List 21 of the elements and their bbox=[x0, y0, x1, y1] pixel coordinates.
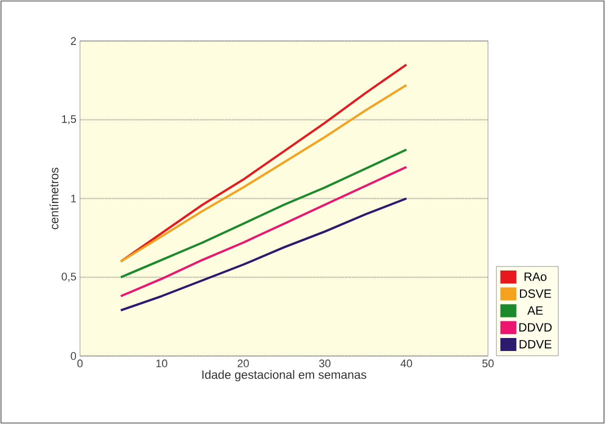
y-axis-title: centímetros bbox=[49, 168, 58, 230]
legend-label: RAo bbox=[524, 272, 546, 281]
y-tick-label: 0 bbox=[70, 352, 76, 360]
legend-label: AE bbox=[527, 306, 543, 315]
legend-label: DSVE bbox=[520, 289, 552, 298]
x-tick-label: 30 bbox=[319, 360, 330, 368]
y-tick-label: 1,5 bbox=[62, 115, 76, 124]
y-tick-label: 0,5 bbox=[62, 272, 76, 282]
x-tick-label: 50 bbox=[482, 360, 494, 368]
line-series bbox=[120, 197, 408, 312]
line-series bbox=[120, 166, 408, 298]
y-tick-label: 2 bbox=[70, 37, 76, 45]
legend-label: DDVD bbox=[519, 323, 552, 332]
x-tick-label: 0 bbox=[77, 360, 83, 368]
x-tick-label: 40 bbox=[400, 360, 412, 368]
x-tick-label: 20 bbox=[238, 360, 249, 368]
x-axis-title: Idade gestacional em semanas bbox=[202, 370, 366, 382]
x-tick-label: 10 bbox=[156, 360, 168, 368]
y-tick-label: 1 bbox=[71, 194, 76, 202]
legend-label: DDVE bbox=[520, 340, 552, 348]
line-series bbox=[120, 148, 408, 278]
